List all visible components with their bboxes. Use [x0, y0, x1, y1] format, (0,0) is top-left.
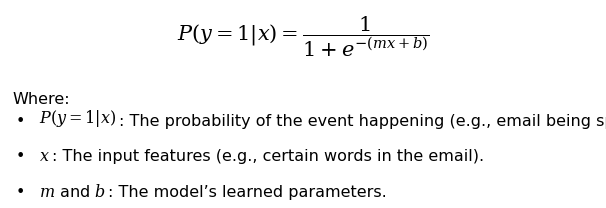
Text: •: •: [15, 185, 24, 200]
Text: $x$: $x$: [39, 149, 50, 164]
Text: : The input features (e.g., certain words in the email).: : The input features (e.g., certain word…: [52, 149, 484, 164]
Text: : The model’s learned parameters.: : The model’s learned parameters.: [108, 185, 387, 200]
Text: $P(y = 1|x) = \dfrac{1}{1 + e^{-(mx+b)}}$: $P(y = 1|x) = \dfrac{1}{1 + e^{-(mx+b)}}…: [176, 15, 430, 59]
Text: •: •: [15, 114, 24, 129]
Text: Where:: Where:: [12, 92, 70, 106]
Text: •: •: [15, 149, 24, 164]
Text: $P(y = 1|x)$: $P(y = 1|x)$: [39, 108, 117, 129]
Text: $m$ and $b$: $m$ and $b$: [39, 183, 106, 200]
Text: : The probability of the event happening (e.g., email being spam).: : The probability of the event happening…: [119, 114, 606, 129]
